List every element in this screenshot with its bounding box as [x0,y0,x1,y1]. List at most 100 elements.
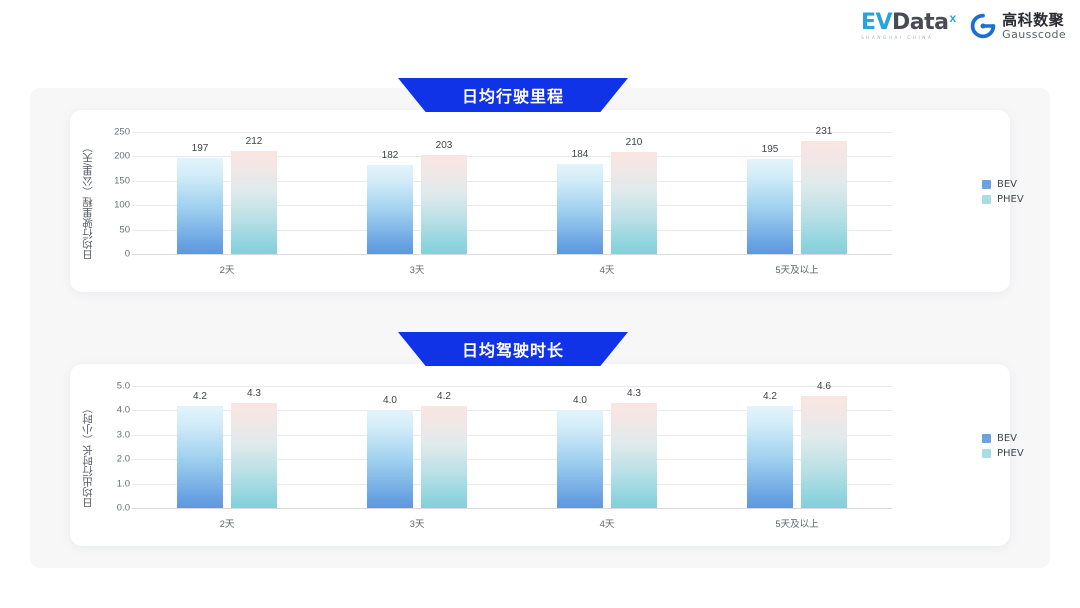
y-axis-tick-label: 0 [124,248,130,260]
bar-value-label: 210 [625,136,643,148]
bar-chart-mileage: 日均行驶里程（公里/天） 0 50 100 150 200 250 197 212 2天 182 20… [70,110,1024,292]
bar-pair: 4.2 4.3 [132,386,322,508]
bar-value-label: 4.3 [627,388,641,400]
bar-bev[interactable]: 195 [747,144,793,254]
bar-phev[interactable]: 212 [231,136,277,254]
bar-pair: 195 231 [702,126,892,254]
y-axis-tick-label: 0.0 [116,502,130,514]
bar-phev[interactable]: 4.2 [421,391,467,508]
bar-bev[interactable]: 182 [367,150,413,254]
y-axis-tick-label: 4.0 [116,404,130,416]
bar-value-label: 4.2 [437,390,451,402]
gridline [132,132,892,133]
evdata-ev-text: EV [860,10,893,35]
gausscode-mark-icon [970,13,996,39]
bar-group: 4.0 4.3 4天 [512,386,702,530]
bar-value-label: 182 [381,150,399,162]
legend-item-bev[interactable]: BEV [982,179,1024,190]
y-axis-tick-label: 200 [114,150,130,162]
chart-card-duration: 日均出行时长（小时） 0.0 1.0 2.0 3.0 4.0 5.0 4.2 4.3 2天 4.0 4… [70,364,1024,546]
y-axis-ticks: 0 50 100 150 200 250 [92,127,130,260]
legend-swatch-bev-icon [982,434,991,443]
x-axis-category-label: 5天及以上 [775,519,819,530]
legend-label: PHEV [997,194,1024,205]
x-axis-category-label: 2天 [219,265,235,276]
bar-bev[interactable]: 184 [557,149,603,254]
legend-swatch-phev-icon [982,195,991,204]
bar-bev[interactable]: 4.0 [557,395,603,508]
evdata-superscript-x: x [949,11,957,25]
bar-group: 4.2 4.6 5天及以上 [702,381,892,530]
gridline [132,254,892,255]
bar-group: 184 210 4天 [512,132,702,276]
x-axis-category-label: 4天 [599,265,615,276]
chart-card-mileage: 日均行驶里程（公里/天） 0 50 100 150 200 250 197 212 2天 182 20… [70,110,1024,292]
x-axis-category-label: 2天 [219,519,235,530]
bar-value-label: 4.0 [383,395,397,407]
bar-pair: 4.2 4.6 [702,381,892,508]
y-axis-ticks: 0.0 1.0 2.0 3.0 4.0 5.0 [92,381,130,514]
bar-phev[interactable]: 4.6 [801,381,847,508]
bar-value-label: 197 [191,142,209,154]
bar-chart-duration: 日均出行时长（小时） 0.0 1.0 2.0 3.0 4.0 5.0 4.2 4.3 2天 4.0 4… [70,364,1024,546]
bar-groups: 197 212 2天 182 203 3天 184 210 4天 195 231 5天及以上 [132,126,892,276]
legend-swatch-bev-icon [982,180,991,189]
bar-phev[interactable]: 203 [421,140,467,254]
bar-value-label: 195 [761,143,779,155]
chart-legend: BEV PHEV [982,179,1024,209]
bar-phev[interactable]: 231 [801,126,847,254]
bar-phev[interactable]: 4.3 [611,388,657,508]
bar-value-label: 231 [815,126,833,138]
gridline [132,483,892,485]
evdata-sublabel: SHANGHAI CHINA [860,36,934,41]
gridline [132,508,892,509]
bar-value-label: 4.0 [573,395,587,407]
x-axis-category-label: 4天 [599,519,615,530]
legend-swatch-phev-icon [982,449,991,458]
bar-pair: 182 203 [322,132,512,254]
legend-label: BEV [997,179,1018,190]
bar-value-label: 203 [435,139,453,151]
y-axis-tick-label: 1.0 [116,478,130,490]
bar-value-label: 4.6 [817,380,831,392]
bar-bev[interactable]: 4.2 [747,391,793,508]
evdata-data-text: Data [892,10,949,35]
gridline [132,434,892,436]
bar-pair: 184 210 [512,132,702,254]
bar-phev[interactable]: 4.3 [231,388,277,508]
y-axis-tick-label: 100 [114,199,130,211]
plot-area: 197 212 2天 182 203 3天 184 210 4天 195 231 5天及以上 [132,126,892,276]
gausscode-text: 高科数聚 Gausscode [1002,13,1066,40]
y-axis-tick-label: 50 [119,224,130,236]
chart-title-banner-duration: 日均驾驶时长 [398,332,628,366]
bar-group: 195 231 5天及以上 [702,126,892,276]
y-axis-tick-label: 3.0 [116,429,130,441]
gridline [132,229,892,231]
bar-group: 4.0 4.2 3天 [322,386,512,530]
legend-item-bev[interactable]: BEV [982,433,1024,444]
bar-phev[interactable]: 210 [611,137,657,254]
gridline [132,410,892,412]
gridline [132,386,892,387]
bar-bev[interactable]: 4.0 [367,395,413,508]
page-header: EV Data x SHANGHAI CHINA 高科数聚 Gausscode [0,0,1080,60]
bar-group: 182 203 3天 [322,132,512,276]
bar-bev[interactable]: 4.2 [177,391,223,508]
bar-value-label: 212 [245,135,263,147]
bar-value-label: 4.2 [763,390,777,402]
evdata-wordmark: EV Data x [860,10,957,35]
gausscode-cn-name: 高科数聚 [1002,11,1065,29]
bar-bev[interactable]: 197 [177,143,223,254]
chart-title-mileage: 日均行驶里程 [461,89,564,106]
x-axis-category-label: 3天 [409,519,425,530]
gridline [132,459,892,461]
y-axis-tick-label: 2.0 [116,453,130,465]
legend-label: PHEV [997,448,1024,459]
bar-groups: 4.2 4.3 2天 4.0 4.2 3天 4.0 4.3 4天 4.2 4.6 5天及以上 [132,381,892,530]
chart-title-banner-mileage: 日均行驶里程 [398,78,628,112]
legend-item-phev[interactable]: PHEV [982,194,1024,205]
legend-item-phev[interactable]: PHEV [982,448,1024,459]
bar-pair: 197 212 [132,132,322,254]
gausscode-en-name: Gausscode [1002,27,1066,41]
y-axis-tick-label: 250 [114,126,130,138]
